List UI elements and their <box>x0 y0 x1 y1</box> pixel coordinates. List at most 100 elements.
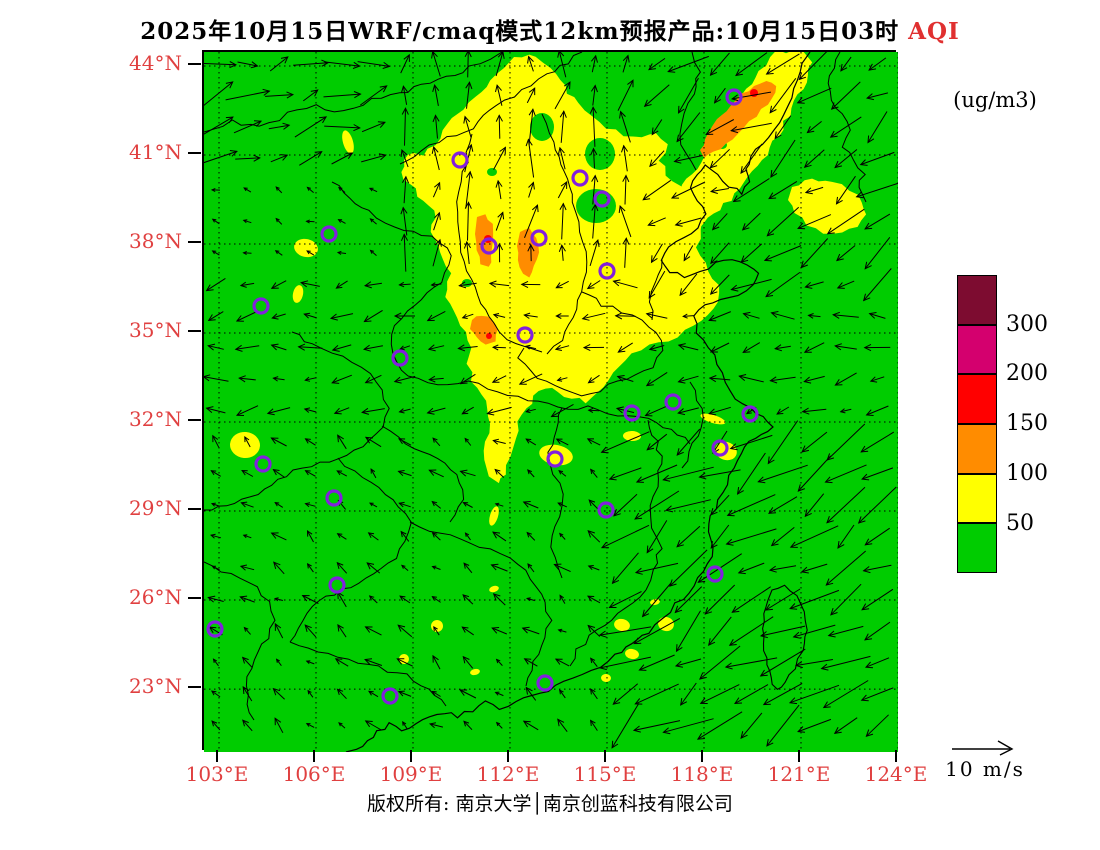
colorbar-segment <box>957 424 997 474</box>
x-tick-label: 112°E <box>476 762 540 786</box>
aqi-hole-green <box>585 138 615 170</box>
city-marker <box>252 297 270 315</box>
city-marker <box>530 229 548 247</box>
city-marker <box>325 489 343 507</box>
aqi-patch-yellow <box>623 430 641 442</box>
map-canvas <box>202 50 898 752</box>
province-boundary <box>456 133 543 353</box>
y-axis-tick <box>188 419 201 422</box>
province-boundary <box>645 419 663 591</box>
x-axis-tick <box>410 750 412 762</box>
y-tick-label: 35°N <box>129 318 182 343</box>
colorbar-level-label: 300 <box>1006 311 1048 337</box>
city-marker <box>206 620 224 638</box>
colorbar-segment <box>957 374 997 425</box>
city-marker <box>451 151 469 169</box>
province-boundary <box>204 331 390 511</box>
y-tick-label: 41°N <box>129 140 182 164</box>
x-tick-label: 115°E <box>573 762 637 786</box>
y-tick-label: 32°N <box>129 407 182 432</box>
x-axis-tick <box>216 750 218 762</box>
city-marker <box>725 88 743 106</box>
province-boundary <box>827 52 867 203</box>
province-boundary <box>399 52 583 165</box>
x-tick-label: 103°E <box>185 762 249 786</box>
x-tick-label: 121°E <box>767 762 831 786</box>
aqi-hole-green <box>487 168 497 176</box>
title-text: 2025年10月15日WRF/cmaq模式12km预报产品:10月15日03时 <box>140 18 909 45</box>
aqi-patch-yellow <box>230 431 260 459</box>
copyright-text: 版权所有: 南京大学│南京创蓝科技有限公司 <box>367 793 733 815</box>
aqi-patch-yellow <box>601 673 611 683</box>
x-axis-tick <box>701 750 703 762</box>
province-boundary <box>541 113 588 355</box>
coastline <box>345 52 811 752</box>
forecast-map <box>204 52 898 752</box>
aqi-patch-yellow <box>342 130 354 154</box>
x-tick-label: 124°E <box>864 762 928 786</box>
aqi-patch-yellow <box>614 618 630 632</box>
city-marker <box>706 565 724 583</box>
x-axis-tick <box>895 750 897 762</box>
colorbar-segment <box>957 473 997 524</box>
city-marker <box>536 674 554 692</box>
y-axis-tick <box>188 508 201 511</box>
aqi-region-yellow <box>401 54 720 484</box>
units-label: (ug/m3) <box>953 88 1037 112</box>
y-tick-label: 29°N <box>129 496 182 521</box>
y-axis-tick <box>188 330 201 333</box>
city-marker <box>320 225 338 243</box>
province-boundary <box>648 259 663 321</box>
x-axis-tick <box>313 750 315 762</box>
province-boundary <box>679 52 701 171</box>
aqi-patch-yellow <box>658 616 674 632</box>
y-tick-label: 26°N <box>129 585 182 610</box>
city-marker <box>480 237 498 255</box>
province-boundary <box>407 375 691 445</box>
wind-scale-label: 10 m/s <box>945 757 1025 781</box>
city-marker <box>741 405 759 423</box>
province-boundary <box>289 457 412 643</box>
colorbar-level-label: 200 <box>1006 361 1048 387</box>
city-marker <box>381 687 399 705</box>
colorbar-segment <box>957 275 997 325</box>
province-boundary <box>681 381 704 469</box>
aqi-region-yellow <box>652 52 813 246</box>
province-boundary <box>331 181 452 377</box>
colorbar-segment <box>957 523 997 574</box>
city-marker <box>254 455 272 473</box>
colorbar-segment <box>957 324 997 375</box>
y-axis-tick <box>188 63 201 65</box>
aqi-hole-green <box>530 113 554 141</box>
province-boundary <box>289 641 447 707</box>
city-marker <box>391 349 409 367</box>
x-axis-tick <box>604 750 606 762</box>
x-axis-tick <box>798 750 800 762</box>
city-marker <box>711 439 729 457</box>
city-marker <box>516 326 534 344</box>
y-tick-label: 44°N <box>129 51 182 75</box>
city-marker <box>664 393 682 411</box>
aqi-patch-yellow <box>489 506 499 526</box>
city-marker <box>571 169 589 187</box>
province-boundary <box>381 425 465 523</box>
colorbar-level-label: 50 <box>1006 510 1034 536</box>
colorbar-level-label: 150 <box>1006 411 1048 437</box>
aqi-patch-yellow <box>489 585 499 593</box>
province-boundary <box>569 589 647 667</box>
aqi-spot-red <box>486 333 492 339</box>
city-marker <box>623 404 641 422</box>
x-tick-label: 109°E <box>379 762 443 786</box>
x-tick-label: 118°E <box>670 762 734 786</box>
city-marker <box>546 450 564 468</box>
wind-scale-arrow-icon <box>952 740 1014 756</box>
province-boundary <box>409 521 553 687</box>
colorbar <box>957 275 997 574</box>
city-marker <box>593 190 611 208</box>
y-tick-label: 23°N <box>129 674 182 699</box>
y-axis-tick <box>188 686 201 689</box>
aqi-region-orange <box>700 81 777 158</box>
wind-vector-layer <box>204 52 898 749</box>
colorbar-level-label: 100 <box>1006 460 1048 486</box>
